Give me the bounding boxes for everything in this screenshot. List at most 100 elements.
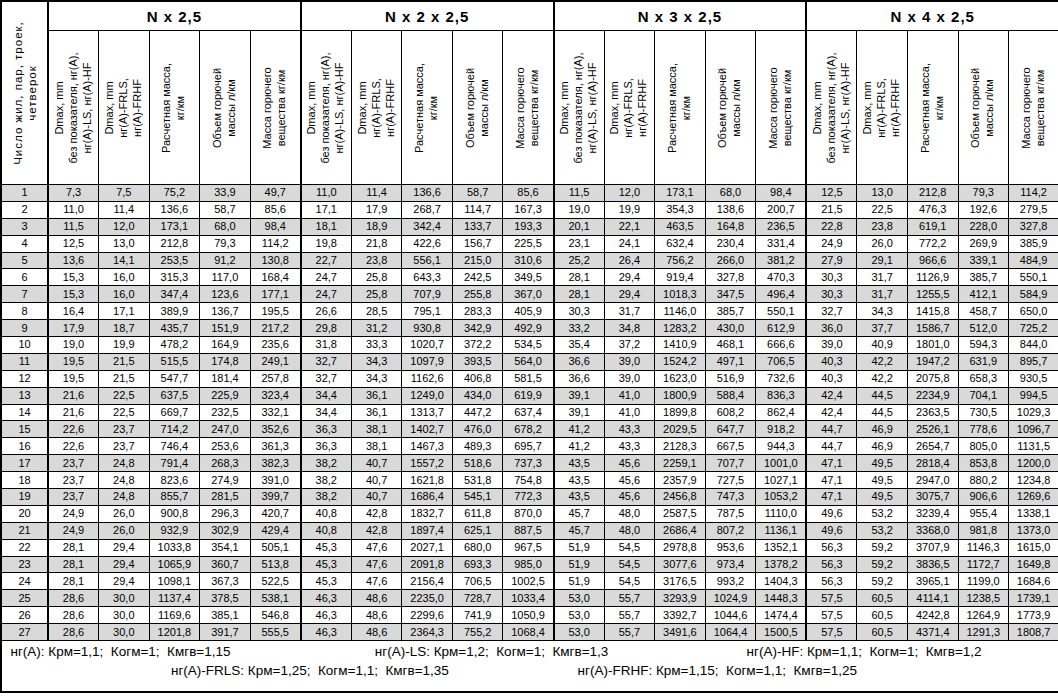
table-cell: 381,2 xyxy=(756,252,807,269)
table-cell: 49,7 xyxy=(250,185,301,202)
table-cell: 18,7 xyxy=(99,320,150,337)
table-cell: 315,3 xyxy=(149,269,200,286)
table-cell: 32,7 xyxy=(301,353,352,370)
table-cell: 385,1 xyxy=(200,607,251,624)
table-cell: 518,6 xyxy=(452,455,503,472)
table-cell: 24,7 xyxy=(301,286,352,303)
table-cell: 12,5 xyxy=(806,185,857,202)
note-ng-a-frls: нг(A)-FRLS: Крм=1,25; Когм=1,1; Кмгв=1,3… xyxy=(171,663,449,678)
table-cell: 44,5 xyxy=(857,404,908,421)
group-header-row: Число жил, пар, троек, четверок N x 2,5 … xyxy=(1,1,1058,31)
table-cell: 46,3 xyxy=(301,624,352,641)
table-cell: 2686,4 xyxy=(655,522,706,539)
table-cell: 36,6 xyxy=(554,370,605,387)
table-row: 1321,622,5637,5225,9323,434,436,11249,04… xyxy=(1,387,1058,404)
table-cell: 658,3 xyxy=(958,370,1009,387)
row-number-cell: 3 xyxy=(1,218,48,235)
table-cell: 36,1 xyxy=(351,387,402,404)
table-cell: 1686,4 xyxy=(402,489,453,506)
table-cell: 1096,7 xyxy=(1009,421,1058,438)
table-cell: 497,1 xyxy=(705,353,756,370)
table-cell: 54,5 xyxy=(604,539,655,556)
table-cell: 24,8 xyxy=(99,455,150,472)
table-cell: 1291,3 xyxy=(958,624,1009,641)
table-cell: 13,0 xyxy=(857,185,908,202)
table-cell: 1064,4 xyxy=(705,624,756,641)
table-cell: 631,9 xyxy=(958,353,1009,370)
table-cell: 164,9 xyxy=(200,337,251,354)
table-cell: 787,5 xyxy=(705,505,756,522)
table-cell: 327,8 xyxy=(705,269,756,286)
column-header-label: Расчетная масса, кг/км xyxy=(161,33,189,183)
table-cell: 174,8 xyxy=(200,353,251,370)
column-header: Расчетная масса, кг/км xyxy=(655,31,706,185)
table-cell: 22,6 xyxy=(48,438,99,455)
table-cell: 706,5 xyxy=(452,573,503,590)
table-cell: 43,3 xyxy=(604,421,655,438)
table-cell: 11,5 xyxy=(554,185,605,202)
table-cell: 18,9 xyxy=(351,218,402,235)
table-cell: 1404,3 xyxy=(756,573,807,590)
table-cell: 1110,0 xyxy=(756,505,807,522)
table-cell: 550,1 xyxy=(756,303,807,320)
table-cell: 993,2 xyxy=(705,573,756,590)
table-cell: 725,2 xyxy=(1009,320,1058,337)
table-cell: 1162,6 xyxy=(402,370,453,387)
column-header-label: Dmax, mm нг(A)-FRLS, нг(A)-FRHF xyxy=(103,33,144,183)
column-header: Dmax, mm нг(A)-FRLS, нг(A)-FRHF xyxy=(604,31,655,185)
table-cell: 200,7 xyxy=(756,201,807,218)
table-cell: 45,6 xyxy=(604,472,655,489)
row-number-cell: 4 xyxy=(1,235,48,252)
column-header: Dmax, mm нг(A)-FRLS, нг(A)-FRHF xyxy=(351,31,402,185)
table-cell: 678,2 xyxy=(503,421,554,438)
table-cell: 212,8 xyxy=(149,235,200,252)
table-cell: 1623,0 xyxy=(655,370,706,387)
table-cell: 23,7 xyxy=(48,472,99,489)
table-cell: 225,9 xyxy=(200,387,251,404)
table-cell: 512,0 xyxy=(958,320,1009,337)
row-number-cell: 11 xyxy=(1,353,48,370)
table-cell: 54,5 xyxy=(604,573,655,590)
table-cell: 60,5 xyxy=(857,590,908,607)
table-cell: 805,0 xyxy=(958,438,1009,455)
table-cell: 151,9 xyxy=(200,320,251,337)
table-cell: 347,4 xyxy=(149,286,200,303)
table-cell: 1557,2 xyxy=(402,455,453,472)
table-row: 715,316,0347,4123,6177,124,725,8707,9255… xyxy=(1,286,1058,303)
table-cell: 51,9 xyxy=(554,539,605,556)
column-header-label: Масса горючего вещества кг/км xyxy=(514,33,542,183)
table-cell: 36,0 xyxy=(806,320,857,337)
table-cell: 588,4 xyxy=(705,387,756,404)
table-cell: 667,5 xyxy=(705,438,756,455)
table-cell: 98,4 xyxy=(756,185,807,202)
footer-row: нг(A): Крм=1,1; Когм=1; Кмгв=1,15 нг(A)-… xyxy=(1,641,1058,693)
table-cell: 1899,8 xyxy=(655,404,706,421)
table-cell: 2654,7 xyxy=(907,438,958,455)
table-cell: 906,6 xyxy=(958,489,1009,506)
row-number-cell: 8 xyxy=(1,303,48,320)
table-cell: 59,2 xyxy=(857,539,908,556)
table-cell: 58,7 xyxy=(200,201,251,218)
table-cell: 680,0 xyxy=(452,539,503,556)
table-cell: 85,6 xyxy=(503,185,554,202)
table-cell: 228,0 xyxy=(958,218,1009,235)
table-cell: 47,6 xyxy=(351,573,402,590)
table-cell: 39,0 xyxy=(806,337,857,354)
table-cell: 1832,7 xyxy=(402,505,453,522)
table-cell: 19,0 xyxy=(48,337,99,354)
table-row: 412,513,0212,879,3114,219,821,8422,6156,… xyxy=(1,235,1058,252)
table-cell: 28,5 xyxy=(351,303,402,320)
table-cell: 1146,0 xyxy=(655,303,706,320)
table-cell: 24,9 xyxy=(48,522,99,539)
table-cell: 2235,0 xyxy=(402,590,453,607)
table-cell: 21,5 xyxy=(806,201,857,218)
table-cell: 114,7 xyxy=(452,201,503,218)
table-cell: 880,2 xyxy=(958,472,1009,489)
table-cell: 385,7 xyxy=(958,269,1009,286)
table-cell: 34,3 xyxy=(351,370,402,387)
table-cell: 42,4 xyxy=(806,387,857,404)
table-cell: 23,7 xyxy=(99,438,150,455)
table-cell: 24,7 xyxy=(301,269,352,286)
table-cell: 195,5 xyxy=(250,303,301,320)
table-cell: 19,5 xyxy=(48,370,99,387)
